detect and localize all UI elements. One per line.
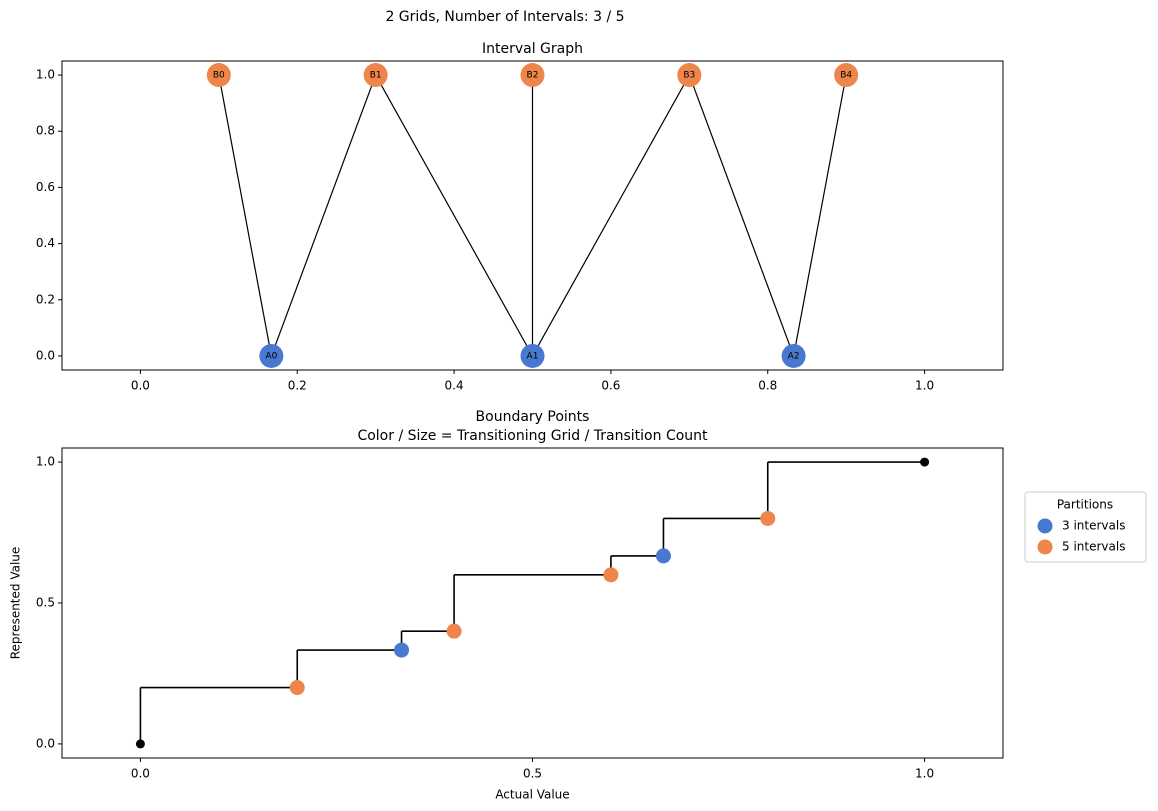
edge xyxy=(793,74,847,357)
legend: Partitions 3 intervals 5 intervals xyxy=(1024,491,1147,563)
node-label: B4 xyxy=(840,71,852,81)
edge xyxy=(375,74,534,357)
point xyxy=(760,510,776,526)
node xyxy=(834,63,859,88)
edge xyxy=(531,74,690,357)
legend-swatch xyxy=(1037,518,1053,534)
x-tick-label: 1.0 xyxy=(915,379,934,393)
axes: 0.0 0.5 1.0 0.0 0.5 1.0 Boundary Points Color /… xyxy=(9,409,1004,802)
y-tick-label: 0.6 xyxy=(36,180,55,194)
node xyxy=(677,63,702,88)
y-tick-label: 0.2 xyxy=(36,292,55,306)
node-label: B2 xyxy=(527,71,539,81)
x-tick-label: 1.0 xyxy=(915,767,934,781)
legend-box xyxy=(1024,491,1147,563)
axes-frame xyxy=(61,447,1004,759)
chart-title: Boundary Points xyxy=(476,409,590,425)
point xyxy=(655,548,671,564)
endpoint xyxy=(920,457,930,467)
node-label: B0 xyxy=(213,71,225,81)
x-axis-label: Actual Value xyxy=(495,788,569,802)
node xyxy=(259,343,284,368)
y-tick-label: 0.0 xyxy=(36,736,55,750)
endpoint xyxy=(135,739,145,749)
y-tick-label: 1.0 xyxy=(36,455,55,469)
x-tick-label: 0.2 xyxy=(288,379,307,393)
legend-label: 5 intervals xyxy=(1062,540,1125,554)
node xyxy=(520,63,545,88)
node-label: A0 xyxy=(265,351,277,361)
y-tick-label: 1.0 xyxy=(36,68,55,82)
legend-title: Partitions xyxy=(1057,498,1113,512)
legend-swatch xyxy=(1037,539,1053,555)
y-tick-label: 0.5 xyxy=(36,596,55,610)
x-tick-label: 0.6 xyxy=(601,379,620,393)
y-tick-label: 0.0 xyxy=(36,348,55,362)
chart-title: Interval Graph xyxy=(482,41,583,57)
node-label: B1 xyxy=(370,71,382,81)
chart-subtitle: Color / Size = Transitioning Grid / Tran… xyxy=(357,428,708,444)
node-label: A1 xyxy=(527,351,539,361)
axes-frame xyxy=(61,60,1004,371)
x-tick-label: 0.0 xyxy=(131,379,150,393)
edge xyxy=(688,74,795,357)
node xyxy=(520,343,545,368)
y-axis-label: Represented Value xyxy=(9,547,23,660)
node xyxy=(206,63,231,88)
edge xyxy=(218,74,272,357)
x-tick-label: 0.8 xyxy=(758,379,777,393)
node xyxy=(363,63,388,88)
point xyxy=(394,642,410,658)
node xyxy=(781,343,806,368)
x-tick-label: 0.5 xyxy=(523,767,542,781)
y-tick-label: 0.4 xyxy=(36,236,55,250)
node-label: B3 xyxy=(683,71,695,81)
point xyxy=(446,623,462,639)
x-tick-label: 0.4 xyxy=(445,379,464,393)
y-tick-label: 0.8 xyxy=(36,124,55,138)
legend-label: 3 intervals xyxy=(1062,519,1125,533)
axes: 0.0 0.2 0.4 0.6 0.8 1.0 0.0 0.2 0.4 0.6 0.8 1.0 Inte… xyxy=(36,41,1004,393)
node-label: A2 xyxy=(788,351,800,361)
x-tick-label: 0.0 xyxy=(131,767,150,781)
edge xyxy=(270,74,377,357)
figure-title: 2 Grids, Number of Intervals: 3 / 5 xyxy=(385,9,624,25)
point xyxy=(603,567,619,583)
point xyxy=(289,680,305,696)
